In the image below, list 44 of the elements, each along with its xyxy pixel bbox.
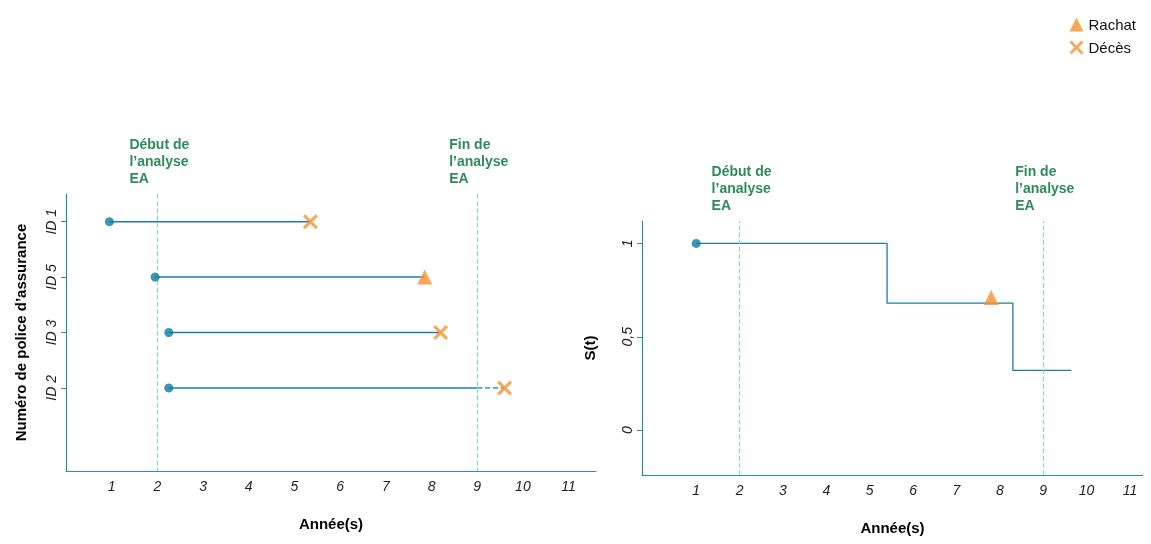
y-tick-label: ID 2 (43, 374, 59, 401)
y-tick-label: ID 3 (43, 319, 59, 346)
x-tick-label: 11 (1122, 482, 1138, 498)
ref-line-label: Début de l’analyse EA (129, 135, 190, 186)
y-axis-title: Numéro de police d’assurance (12, 223, 29, 442)
x-tick-label: 9 (1039, 482, 1048, 498)
y-axis-title: S(t) (581, 335, 598, 361)
x-tick-label: 8 (427, 478, 436, 494)
x-tick-label: 9 (473, 478, 482, 494)
legend-label: Rachat (1088, 16, 1137, 33)
y-tick-label: ID 1 (43, 208, 59, 235)
x-tick-label: 2 (734, 482, 744, 498)
ref-line-label: Fin de l’analyse EA (1015, 162, 1075, 213)
x-tick-label: 11 (561, 478, 576, 494)
x-tick-label: 4 (244, 478, 253, 494)
point (150, 272, 160, 282)
point (164, 383, 174, 393)
x-tick-label: 1 (107, 478, 116, 494)
x-tick-label: 10 (1078, 482, 1095, 498)
x-tick-label: 3 (779, 482, 788, 498)
x-axis-title: Année(s) (298, 515, 364, 532)
x-tick-label: 6 (336, 478, 345, 494)
x-tick-label: 3 (199, 478, 208, 494)
x-tick-label: 5 (290, 478, 299, 494)
x-tick-label: 8 (995, 482, 1004, 498)
y-tick-label: ID 5 (43, 264, 59, 290)
x-tick-label: 6 (909, 482, 918, 498)
point (164, 328, 174, 337)
y-tick-label: 0 (619, 426, 635, 435)
y-tick-label: 0,5 (619, 326, 635, 347)
x-tick-label: 5 (865, 482, 874, 498)
x-tick-label: 2 (152, 478, 162, 494)
legend-label: Décès (1088, 39, 1131, 56)
y-tick-label: 1 (619, 239, 635, 248)
x-tick-label: 4 (822, 482, 831, 498)
x-axis-title: Année(s) (860, 519, 925, 536)
x-tick-label: 7 (952, 482, 962, 498)
ref-line-label: Fin de l’analyse EA (449, 135, 509, 186)
x-tick-label: 7 (381, 478, 391, 494)
ref-line-label: Début de l’analyse EA (711, 162, 772, 213)
x-tick-label: 10 (515, 478, 531, 494)
point (104, 217, 114, 227)
point (302, 214, 318, 230)
x-tick-label: 1 (692, 482, 701, 498)
